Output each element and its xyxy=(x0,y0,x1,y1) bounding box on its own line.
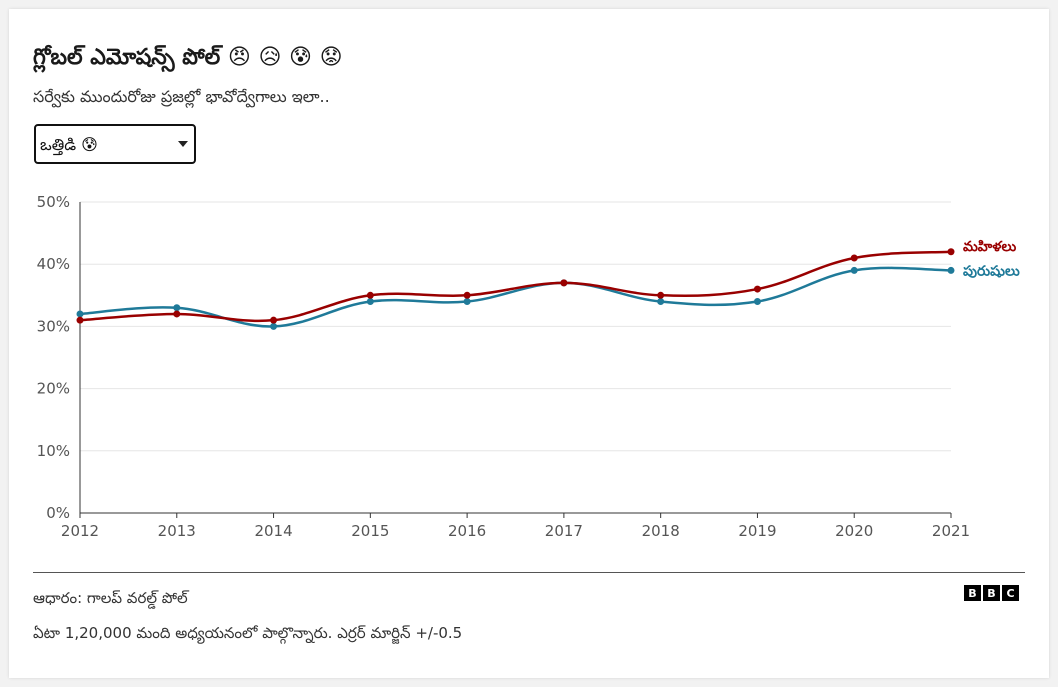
footer-divider xyxy=(33,572,1025,573)
data-point xyxy=(366,291,374,299)
data-point xyxy=(173,304,181,312)
y-tick-label: 40% xyxy=(37,255,70,273)
data-point xyxy=(463,291,471,299)
chart-subtitle: సర్వేకు ముందురోజు ప్రజల్లో భావోద్వేగాలు … xyxy=(33,87,330,106)
x-tick-label: 2016 xyxy=(448,522,486,540)
data-point xyxy=(850,266,858,274)
y-tick-label: 20% xyxy=(37,380,70,398)
data-point xyxy=(366,298,374,306)
emotion-dropdown-value: ఒత్తిడి 😰 xyxy=(40,135,98,154)
bbc-logo: B B C xyxy=(964,585,1019,601)
data-point xyxy=(560,279,568,287)
data-point xyxy=(76,316,84,324)
data-point xyxy=(850,254,858,262)
data-point xyxy=(947,266,955,274)
x-tick-label: 2018 xyxy=(642,522,680,540)
data-point xyxy=(753,298,761,306)
data-point xyxy=(270,322,278,330)
data-point xyxy=(463,298,471,306)
x-tick-label: 2020 xyxy=(835,522,873,540)
chevron-down-icon xyxy=(178,141,188,147)
y-tick-label: 50% xyxy=(37,193,70,211)
series-label: మహిళలు xyxy=(963,239,1016,255)
x-tick-label: 2021 xyxy=(932,522,970,540)
x-tick-label: 2013 xyxy=(158,522,196,540)
bbc-logo-letter: C xyxy=(1002,585,1019,601)
data-point xyxy=(173,310,181,318)
data-point xyxy=(753,285,761,293)
emotion-dropdown[interactable]: ఒత్తిడి 😰 xyxy=(34,124,196,164)
bbc-logo-letter: B xyxy=(964,585,981,601)
data-point xyxy=(657,291,665,299)
y-tick-label: 0% xyxy=(46,504,70,522)
data-point xyxy=(657,298,665,306)
x-tick-label: 2015 xyxy=(351,522,389,540)
x-tick-label: 2014 xyxy=(254,522,292,540)
chart-title: గ్లోబల్ ఎమోషన్స్ పోల్ 😠 😥 😰 😟 xyxy=(33,45,343,70)
series-label: పురుషులు xyxy=(963,263,1020,279)
data-point xyxy=(76,310,84,318)
footnote-text: ఏటా 1,20,000 మంది అధ్యయనంలో పాల్గొన్నారు… xyxy=(33,624,463,642)
x-tick-label: 2012 xyxy=(61,522,99,540)
y-tick-label: 30% xyxy=(37,317,70,335)
x-tick-label: 2019 xyxy=(738,522,776,540)
source-text: ఆధారం: గాలప్ వరల్డ్ పోల్ xyxy=(33,589,188,607)
data-point xyxy=(270,316,278,324)
bbc-logo-letter: B xyxy=(983,585,1000,601)
chart-card: గ్లోబల్ ఎమోషన్స్ పోల్ 😠 😥 😰 😟 సర్వేకు ము… xyxy=(9,9,1049,678)
y-tick-label: 10% xyxy=(37,442,70,460)
data-point xyxy=(947,248,955,256)
line-chart: 0% 10% 20% 30% 40% 50% 2012 2013 2014 2015 2016 201… xyxy=(37,193,1020,540)
series-line xyxy=(79,250,952,323)
x-tick-label: 2017 xyxy=(545,522,583,540)
